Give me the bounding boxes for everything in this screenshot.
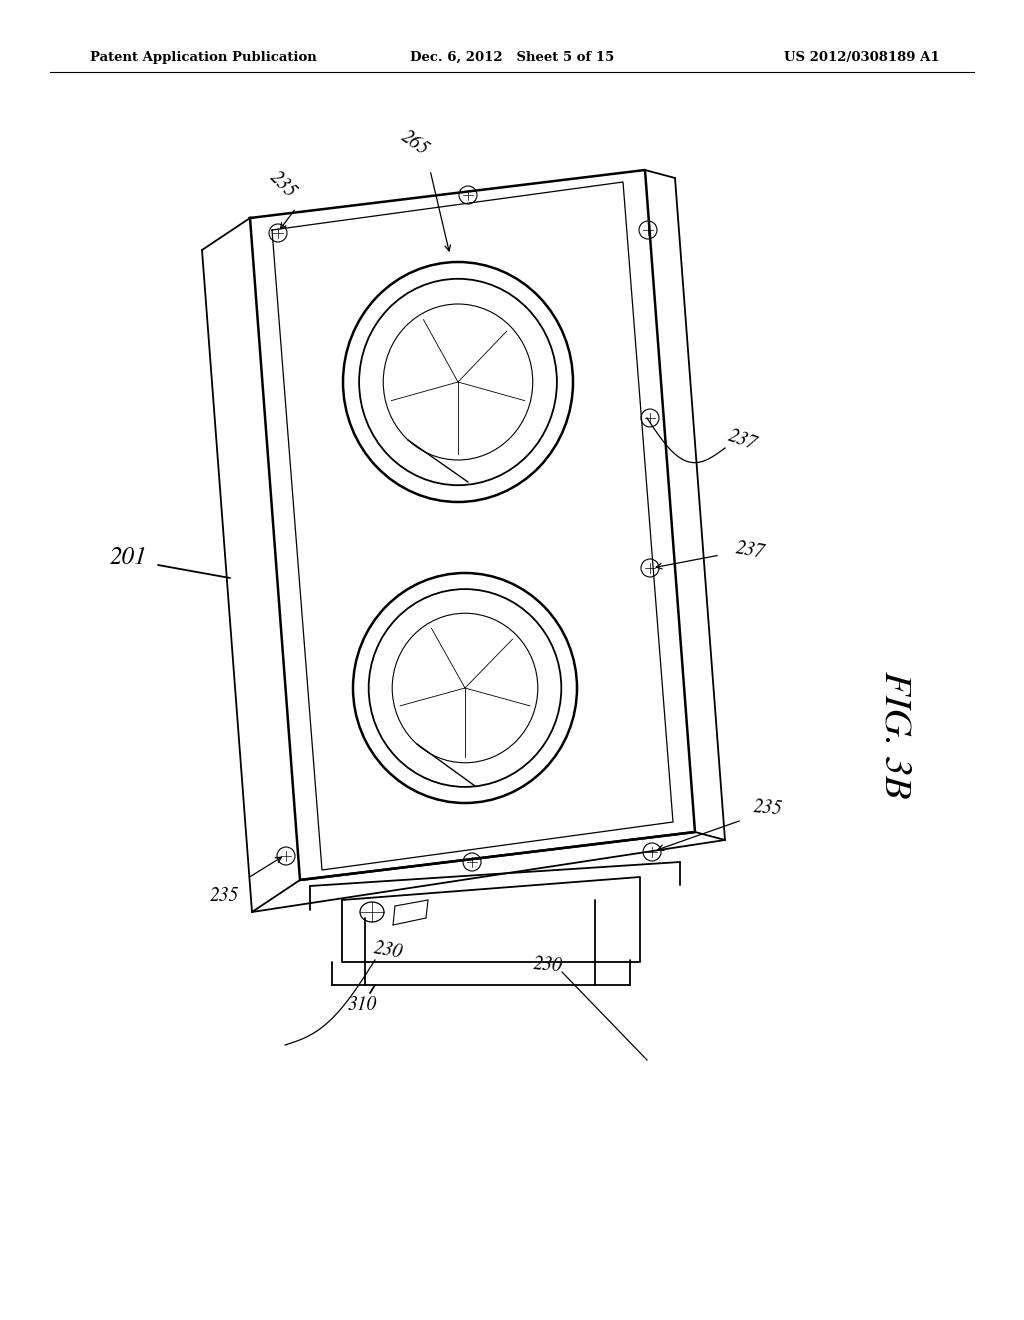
Text: Patent Application Publication: Patent Application Publication [90, 50, 316, 63]
Text: 230: 230 [372, 939, 404, 961]
Text: 235: 235 [753, 797, 783, 818]
Text: 237: 237 [725, 426, 759, 454]
Text: US 2012/0308189 A1: US 2012/0308189 A1 [784, 50, 940, 63]
Text: 230: 230 [532, 954, 563, 975]
Text: 310: 310 [347, 995, 377, 1014]
Text: Dec. 6, 2012   Sheet 5 of 15: Dec. 6, 2012 Sheet 5 of 15 [410, 50, 614, 63]
Text: 265: 265 [397, 127, 432, 158]
Text: 237: 237 [734, 539, 766, 561]
Text: 235: 235 [209, 887, 239, 906]
Text: 235: 235 [266, 168, 300, 202]
Text: 201: 201 [110, 546, 146, 569]
Text: FIG. 3B: FIG. 3B [878, 671, 912, 799]
